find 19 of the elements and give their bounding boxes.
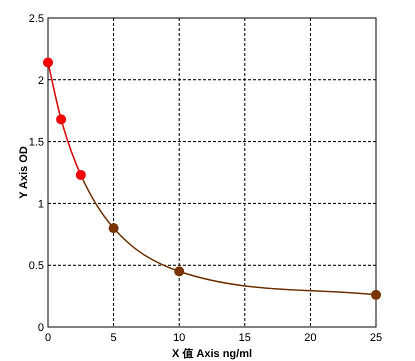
point xyxy=(371,290,381,300)
x-tick-label: 20 xyxy=(304,332,317,344)
point xyxy=(76,170,86,180)
point xyxy=(174,266,184,276)
point xyxy=(43,57,53,68)
y-tick-label: 0 xyxy=(38,322,44,334)
x-tick-label: 25 xyxy=(370,332,382,344)
x-tick-label: 5 xyxy=(110,332,117,344)
x-axis-title: X 值 Axis ng/ml xyxy=(172,348,252,360)
y-tick-label: 2 xyxy=(38,74,44,87)
point xyxy=(108,223,119,234)
y-axis-title: Y Axis OD xyxy=(18,146,30,199)
x-tick-label: 10 xyxy=(173,332,186,344)
y-tick-label: 1.5 xyxy=(28,136,44,149)
y-tick-label: 2.5 xyxy=(28,13,44,25)
x-tick-label: 15 xyxy=(238,332,251,344)
y-tick-label: 1 xyxy=(38,198,44,210)
y-tick-label: 0.5 xyxy=(28,260,44,272)
point xyxy=(56,114,66,124)
